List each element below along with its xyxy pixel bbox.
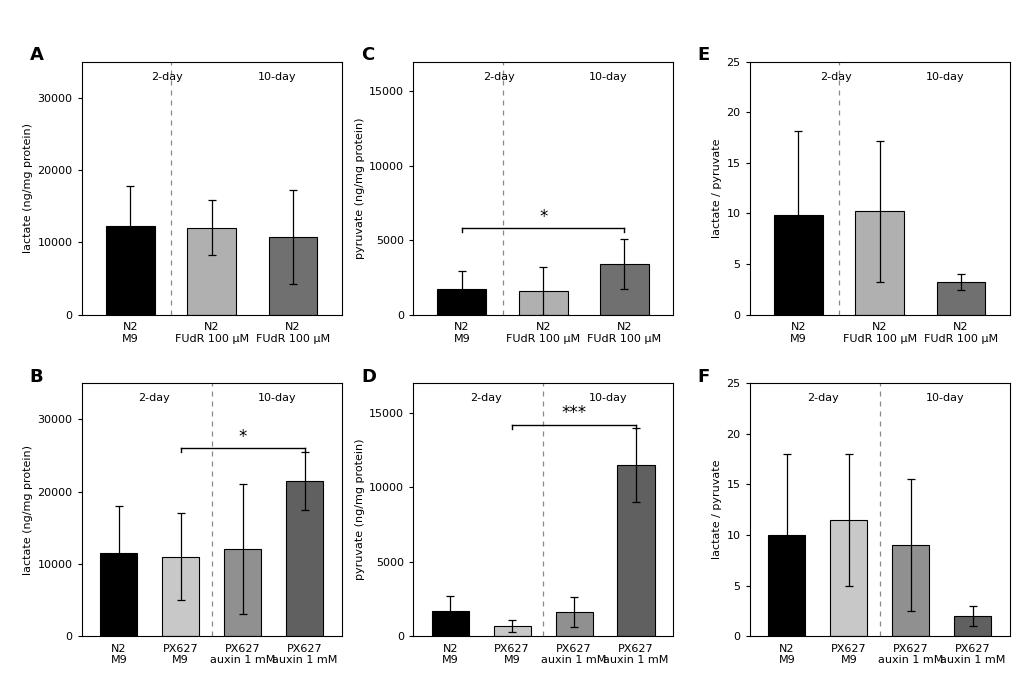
- Bar: [268, 237, 317, 315]
- Bar: [162, 557, 199, 636]
- Text: 10-day: 10-day: [257, 393, 296, 403]
- Bar: [224, 549, 261, 636]
- Text: *: *: [238, 428, 247, 445]
- Text: 10-day: 10-day: [257, 72, 296, 81]
- Text: 2-day: 2-day: [806, 393, 838, 403]
- Bar: [829, 520, 866, 636]
- Text: 2-day: 2-day: [470, 393, 501, 403]
- Bar: [431, 611, 469, 636]
- Y-axis label: lactate / pyruvate: lactate / pyruvate: [711, 460, 721, 560]
- Text: E: E: [697, 47, 709, 64]
- Y-axis label: lactate (ng/mg protein): lactate (ng/mg protein): [23, 445, 34, 575]
- Bar: [493, 626, 530, 636]
- Bar: [616, 465, 654, 636]
- Text: A: A: [30, 47, 44, 64]
- Text: 10-day: 10-day: [924, 72, 963, 81]
- Bar: [773, 215, 822, 315]
- Text: 2-day: 2-day: [139, 393, 170, 403]
- Text: B: B: [30, 368, 43, 386]
- Text: *: *: [538, 208, 547, 226]
- Bar: [285, 481, 323, 636]
- Text: 2-day: 2-day: [152, 72, 183, 81]
- Text: 10-day: 10-day: [588, 393, 627, 403]
- Text: C: C: [361, 47, 374, 64]
- Text: 2-day: 2-day: [819, 72, 851, 81]
- Y-axis label: pyruvate (ng/mg protein): pyruvate (ng/mg protein): [355, 118, 365, 259]
- Y-axis label: pyruvate (ng/mg protein): pyruvate (ng/mg protein): [355, 439, 365, 580]
- Bar: [892, 545, 928, 636]
- Text: D: D: [361, 368, 376, 386]
- Bar: [519, 291, 567, 315]
- Y-axis label: lactate (ng/mg protein): lactate (ng/mg protein): [23, 123, 34, 253]
- Text: 2-day: 2-day: [483, 72, 515, 81]
- Text: F: F: [697, 368, 709, 386]
- Bar: [187, 228, 235, 315]
- Bar: [767, 535, 805, 636]
- Bar: [935, 282, 984, 315]
- Bar: [555, 612, 592, 636]
- Bar: [437, 289, 486, 315]
- Bar: [106, 226, 155, 315]
- Text: ***: ***: [561, 404, 586, 422]
- Bar: [855, 211, 903, 315]
- Y-axis label: lactate / pyruvate: lactate / pyruvate: [711, 138, 721, 238]
- Bar: [953, 616, 990, 636]
- Text: 10-day: 10-day: [924, 393, 963, 403]
- Text: 10-day: 10-day: [588, 72, 627, 81]
- Bar: [599, 264, 648, 315]
- Bar: [100, 553, 138, 636]
